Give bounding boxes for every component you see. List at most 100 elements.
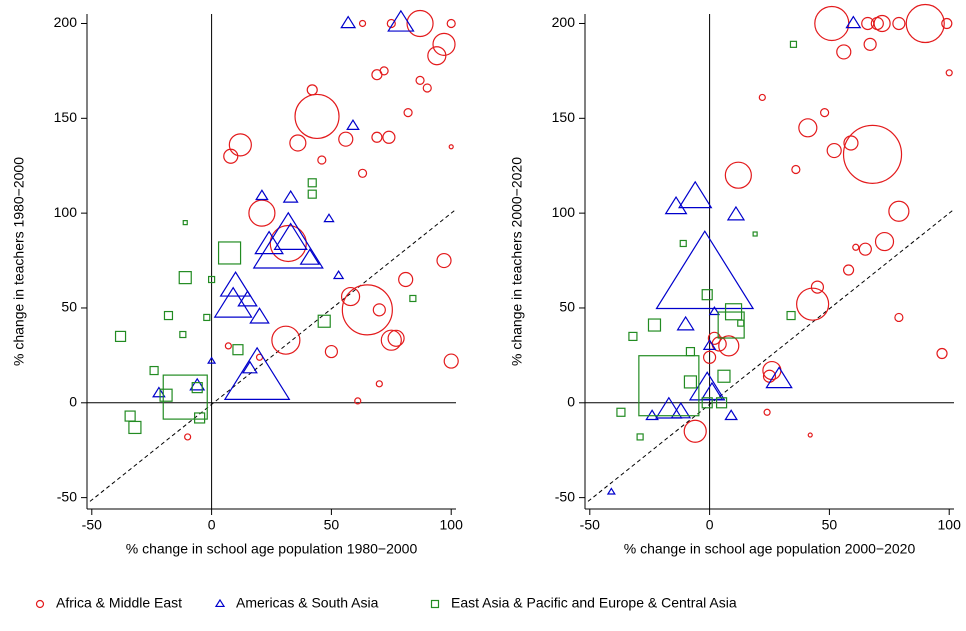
marker: [446, 18, 456, 29]
x-tick-label: 50: [324, 517, 340, 533]
marker: [758, 93, 766, 102]
marker: [852, 243, 860, 251]
x-tick-label: 0: [706, 517, 714, 533]
y-axis-label: % change in teachers 1980−2000: [11, 157, 27, 366]
marker: [273, 222, 308, 250]
marker: [718, 335, 740, 357]
marker: [786, 310, 796, 321]
marker: [789, 40, 798, 48]
marker: [224, 342, 232, 350]
marker: [194, 412, 206, 424]
diagonal-line: [587, 208, 955, 502]
marker: [203, 313, 211, 322]
marker: [232, 344, 244, 356]
marker: [905, 3, 945, 44]
marker: [448, 144, 454, 150]
marker: [241, 360, 258, 374]
marker: [306, 84, 318, 96]
legend-marker: [35, 599, 45, 609]
marker: [358, 19, 367, 28]
marker: [403, 108, 413, 118]
marker: [936, 347, 948, 360]
legend-label: Americas & South Asia: [236, 595, 379, 611]
marker: [380, 329, 402, 351]
marker: [874, 231, 895, 252]
marker: [219, 271, 252, 297]
marker: [701, 289, 713, 301]
marker: [724, 303, 743, 321]
legend-marker: [430, 599, 440, 609]
marker: [124, 410, 136, 422]
marker: [128, 420, 142, 435]
marker: [636, 433, 644, 441]
marker: [248, 199, 276, 227]
y-tick-label: 50: [559, 299, 575, 315]
marker: [752, 231, 758, 237]
marker: [372, 303, 386, 317]
marker: [307, 178, 317, 188]
marker: [340, 286, 361, 307]
marker: [159, 388, 173, 402]
marker: [317, 155, 327, 165]
marker: [826, 142, 842, 159]
x-axis-label: % change in school age population 1980−2…: [126, 541, 418, 557]
marker: [798, 118, 818, 138]
marker: [638, 355, 700, 417]
marker: [332, 269, 345, 280]
marker: [436, 252, 452, 269]
marker: [406, 9, 434, 38]
marker: [189, 377, 206, 391]
marker: [357, 168, 368, 178]
marker: [702, 350, 717, 364]
marker: [647, 318, 662, 332]
y-tick-label: 0: [69, 393, 77, 409]
marker: [237, 290, 258, 307]
marker: [945, 69, 953, 77]
marker: [223, 148, 239, 164]
marker: [386, 18, 396, 29]
marker: [858, 242, 872, 256]
marker: [765, 366, 793, 389]
marker: [149, 365, 159, 376]
x-tick-label: -50: [580, 517, 600, 533]
marker: [375, 380, 383, 388]
marker: [271, 325, 301, 355]
marker: [207, 356, 217, 364]
marker: [701, 397, 713, 409]
y-tick-label: 150: [54, 109, 78, 125]
diagonal-line: [89, 208, 457, 502]
marker: [685, 346, 696, 357]
marker: [307, 189, 317, 199]
marker: [676, 315, 695, 331]
y-axis-label: % change in teachers 2000−2020: [509, 157, 525, 366]
marker: [223, 346, 291, 400]
marker: [346, 119, 360, 130]
x-tick-label: -50: [82, 517, 102, 533]
marker: [655, 230, 755, 310]
legend-label: Africa & Middle East: [56, 595, 182, 611]
marker: [217, 241, 242, 265]
marker: [422, 83, 432, 93]
marker: [152, 386, 166, 398]
marker: [387, 329, 405, 347]
marker: [255, 189, 269, 201]
marker: [182, 220, 188, 226]
marker: [941, 17, 953, 30]
marker: [616, 407, 626, 417]
marker: [814, 5, 850, 42]
x-tick-label: 50: [822, 517, 838, 533]
y-tick-label: 100: [54, 204, 78, 220]
marker: [679, 239, 687, 248]
y-tick-label: -50: [555, 488, 575, 504]
y-tick-label: 150: [552, 109, 576, 125]
marker: [299, 248, 321, 265]
marker: [708, 306, 721, 316]
marker: [870, 16, 884, 31]
marker: [863, 37, 877, 51]
marker: [763, 408, 771, 416]
marker: [184, 433, 192, 441]
marker: [820, 108, 830, 118]
marker: [317, 314, 331, 328]
marker: [807, 432, 813, 438]
marker: [282, 189, 299, 203]
